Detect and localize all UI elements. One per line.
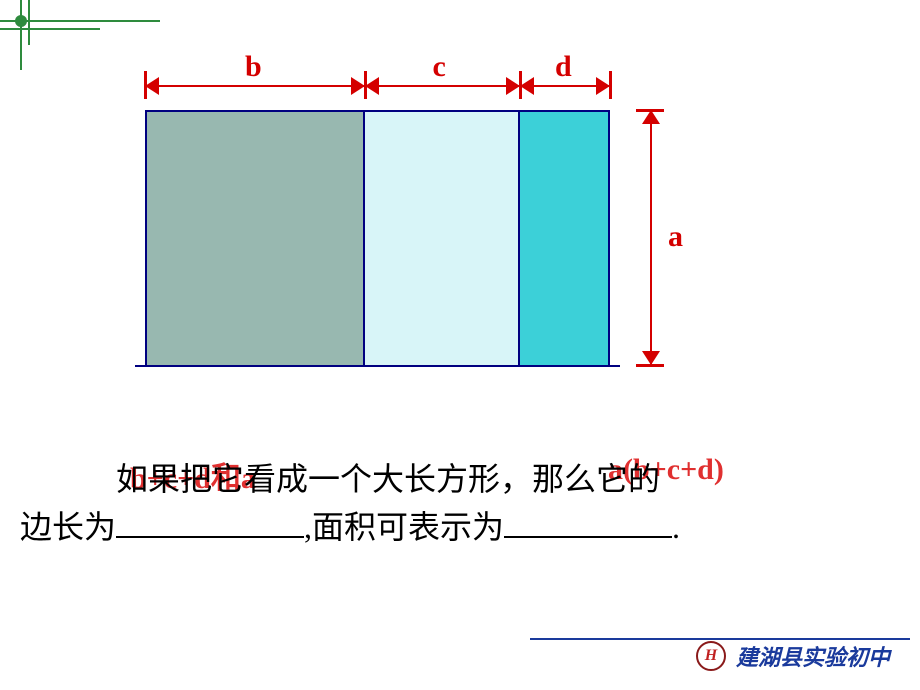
dim-label-d: d <box>555 50 572 84</box>
school-logo-icon: H <box>696 641 726 671</box>
footer: H 建湖县实验初中 <box>696 640 890 672</box>
rect-c <box>365 112 520 365</box>
question-line2-prefix: 边长为 <box>20 509 116 545</box>
dim-label-a: a <box>668 220 683 254</box>
logo-glyph: H <box>705 647 717 665</box>
blank-1 <box>116 506 304 538</box>
question-line1: 如果把它看成一个大长方形，那么它的 <box>20 461 660 497</box>
corner-decoration <box>0 0 160 70</box>
blank-2 <box>504 506 672 538</box>
question-line2-mid: ,面积可表示为 <box>304 509 504 545</box>
dim-label-c: c <box>433 50 446 84</box>
question-line2-suffix: . <box>672 509 680 545</box>
dim-label-b: b <box>245 50 262 84</box>
rect-d <box>520 112 610 365</box>
question-text: 如果把它看成一个大长方形，那么它的 边长为 ,面积可表示为. <box>20 455 900 551</box>
rect-b <box>145 112 365 365</box>
rectangles <box>145 110 610 365</box>
school-name: 建湖县实验初中 <box>736 640 890 672</box>
